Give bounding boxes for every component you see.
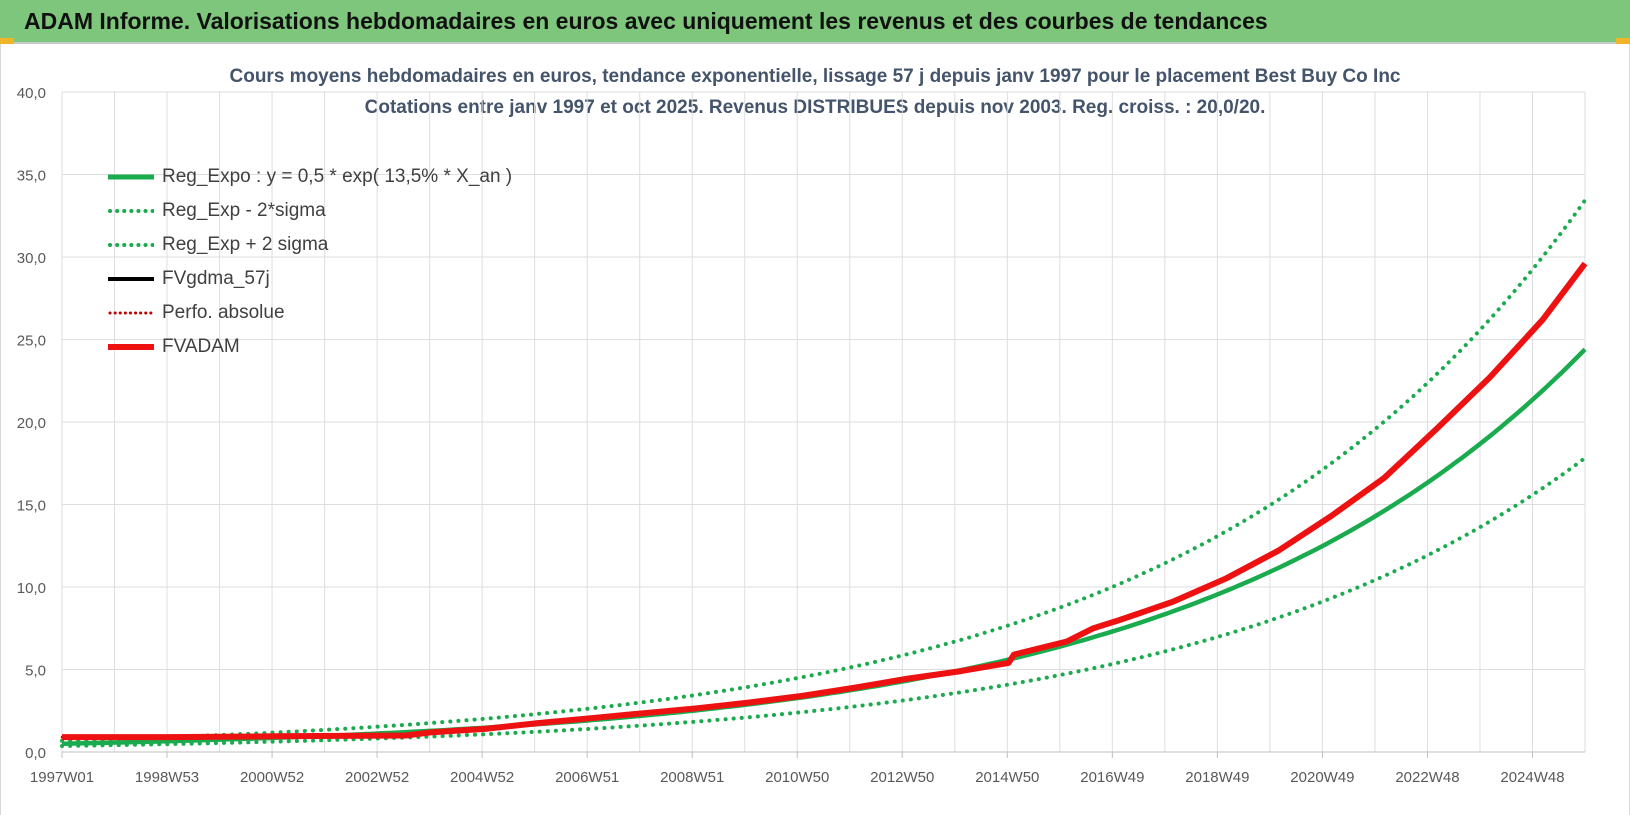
legend-label-reg-high: Reg_Exp + 2 sigma xyxy=(162,234,329,255)
legend-item-reg-low: Reg_Exp - 2*sigma xyxy=(108,194,512,228)
series-line-reg-exp-minus-2sigma xyxy=(60,456,1587,748)
legend-label-perfo-absolue: Perfo. absolue xyxy=(162,302,285,323)
x-tick-label: 2022W48 xyxy=(1395,769,1459,786)
y-tick-label: 35,0 xyxy=(17,168,46,185)
legend-item-reg-expo: Reg_Expo : y = 0,5 * exp( 13,5% * X_an ) xyxy=(108,160,512,194)
report-header: ADAM Informe. Valorisations hebdomadaire… xyxy=(0,0,1630,44)
legend-label-reg-expo: Reg_Expo : y = 0,5 * exp( 13,5% * X_an ) xyxy=(162,166,513,187)
y-tick-label: 20,0 xyxy=(17,415,46,432)
legend-label-fvgdma: FVgdma_57j xyxy=(162,268,270,289)
y-tick-label: 0,0 xyxy=(25,745,46,762)
legend-swatch-reg-expo xyxy=(108,174,154,180)
header-corner-right xyxy=(1616,38,1630,44)
legend-item-fvgdma: FVgdma_57j xyxy=(108,262,512,296)
legend-swatch-reg-high xyxy=(108,243,154,247)
x-tick-label: 2000W52 xyxy=(240,769,304,786)
x-tick-label: 2024W48 xyxy=(1500,769,1564,786)
x-tick-label: 2018W49 xyxy=(1185,769,1249,786)
x-tick-label: 2008W51 xyxy=(660,769,724,786)
x-tick-label: 1997W01 xyxy=(30,769,94,786)
x-tick-label: 2006W51 xyxy=(555,769,619,786)
x-tick-label: 1998W53 xyxy=(135,769,199,786)
chart-title-line1: Cours moyens hebdomadaires en euros, ten… xyxy=(229,66,1401,87)
y-tick-label: 10,0 xyxy=(17,580,46,597)
y-tick-label: 25,0 xyxy=(17,333,46,350)
legend-swatch-fvgdma xyxy=(108,277,154,281)
legend-swatch-reg-low xyxy=(108,209,154,213)
x-tick-label: 2004W52 xyxy=(450,769,514,786)
y-tick-label: 5,0 xyxy=(25,663,46,680)
header-corner-left xyxy=(0,38,14,44)
legend-item-fvadam: FVADAM xyxy=(108,330,512,364)
legend-swatch-perfo-absolue xyxy=(108,311,154,315)
legend-item-reg-high: Reg_Exp + 2 sigma xyxy=(108,228,512,262)
y-tick-label: 15,0 xyxy=(17,498,46,515)
x-tick-label: 2020W49 xyxy=(1290,769,1354,786)
chart-legend: Reg_Expo : y = 0,5 * exp( 13,5% * X_an )… xyxy=(108,160,512,364)
series-line-reg-exp-plus-2sigma xyxy=(60,198,1587,743)
x-tick-label: 2010W50 xyxy=(765,769,829,786)
report-title: ADAM Informe. Valorisations hebdomadaire… xyxy=(24,8,1268,34)
legend-label-fvadam: FVADAM xyxy=(162,336,240,357)
legend-item-perfo-absolue: Perfo. absolue xyxy=(108,296,512,330)
chart-title-line2: Cotations entre janv 1997 et oct 2025. R… xyxy=(364,97,1266,118)
x-tick-label: 2012W50 xyxy=(870,769,934,786)
x-tick-label: 2016W49 xyxy=(1080,769,1144,786)
legend-swatch-fvadam xyxy=(108,344,154,350)
series-line-reg-expo xyxy=(61,347,1587,747)
legend-label-reg-low: Reg_Exp - 2*sigma xyxy=(162,200,326,221)
y-tick-label: 30,0 xyxy=(17,250,46,267)
series-line-fvadam xyxy=(62,261,1588,741)
y-tick-label: 40,0 xyxy=(17,85,46,102)
x-tick-label: 2002W52 xyxy=(345,769,409,786)
x-tick-label: 2014W50 xyxy=(975,769,1039,786)
